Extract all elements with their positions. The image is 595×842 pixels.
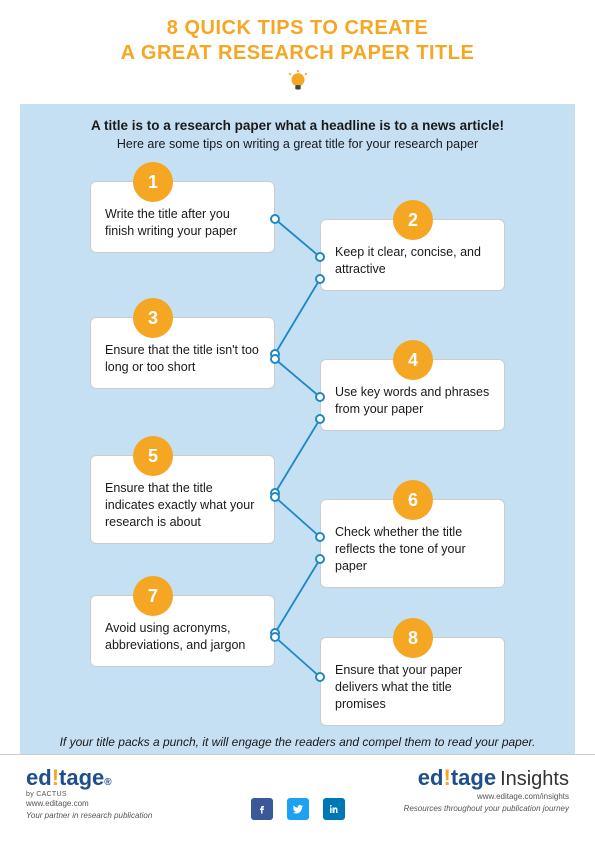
title-line-1: 8 QUICK TIPS TO CREATE <box>167 17 428 39</box>
connector-dot <box>315 252 325 262</box>
tip-box-4: 4Use key words and phrases from your pap… <box>320 359 505 431</box>
tip-box-7: 7Avoid using acronyms, abbreviations, an… <box>90 595 275 667</box>
tip-text-4: Use key words and phrases from your pape… <box>335 384 490 418</box>
tip-text-7: Avoid using acronyms, abbreviations, and… <box>105 620 260 654</box>
page-title: 8 QUICK TIPS TO CREATE A GREAT RESEARCH … <box>20 16 575 66</box>
intro-sub: Here are some tips on writing a great ti… <box>42 137 553 151</box>
connector-dot <box>315 274 325 284</box>
tip-badge-2: 2 <box>393 200 433 240</box>
facebook-icon[interactable] <box>251 798 273 820</box>
brand-right: ed!tageInsights www.editage.com/insights… <box>404 765 569 813</box>
connector-dot <box>315 672 325 682</box>
tip-text-5: Ensure that the title indicates exactly … <box>105 480 260 531</box>
social-icons <box>251 798 345 820</box>
header: 8 QUICK TIPS TO CREATE A GREAT RESEARCH … <box>0 0 595 104</box>
tip-badge-1: 1 <box>133 162 173 202</box>
tip-box-2: 2Keep it clear, concise, and attractive <box>320 219 505 291</box>
tip-text-3: Ensure that the title isn't too long or … <box>105 342 260 376</box>
tip-box-5: 5Ensure that the title indicates exactly… <box>90 455 275 544</box>
tip-box-1: 1Write the title after you finish writin… <box>90 181 275 253</box>
right-tagline: Resources throughout your publication jo… <box>404 804 569 813</box>
tips-flow: 1Write the title after you finish writin… <box>42 169 553 729</box>
right-url: www.editage.com/insights <box>477 792 569 801</box>
connector-dot <box>270 492 280 502</box>
intro-headline: A title is to a research paper what a he… <box>42 118 553 133</box>
tip-badge-7: 7 <box>133 576 173 616</box>
tip-badge-5: 5 <box>133 436 173 476</box>
connector-dot <box>270 214 280 224</box>
tip-box-3: 3Ensure that the title isn't too long or… <box>90 317 275 389</box>
left-url: www.editage.com <box>26 799 152 808</box>
title-line-2: A GREAT RESEARCH PAPER TITLE <box>121 42 475 64</box>
content-panel: A title is to a research paper what a he… <box>20 104 575 767</box>
tip-text-6: Check whether the title reflects the ton… <box>335 524 490 575</box>
closing-text: If your title packs a punch, it will eng… <box>42 735 553 749</box>
twitter-icon[interactable] <box>287 798 309 820</box>
tip-box-8: 8Ensure that your paper delivers what th… <box>320 637 505 726</box>
editage-logo: ed!tage® <box>26 765 152 791</box>
tip-badge-4: 4 <box>393 340 433 380</box>
footer: ed!tage® by CACTUS www.editage.com Your … <box>0 754 595 842</box>
brand-byline: by CACTUS <box>26 791 152 798</box>
left-tagline: Your partner in research publication <box>26 811 152 820</box>
tip-badge-6: 6 <box>393 480 433 520</box>
connector-dot <box>315 532 325 542</box>
editage-insights-logo: ed!tageInsights <box>418 765 569 791</box>
tip-badge-8: 8 <box>393 618 433 658</box>
tip-text-2: Keep it clear, concise, and attractive <box>335 244 490 278</box>
connector-dot <box>270 632 280 642</box>
tip-badge-3: 3 <box>133 298 173 338</box>
tip-text-1: Write the title after you finish writing… <box>105 206 260 240</box>
brand-left: ed!tage® by CACTUS www.editage.com Your … <box>26 765 152 820</box>
linkedin-icon[interactable] <box>323 798 345 820</box>
lightbulb-icon <box>285 70 311 96</box>
tip-text-8: Ensure that your paper delivers what the… <box>335 662 490 713</box>
connector-dot <box>315 414 325 424</box>
connector-dot <box>315 392 325 402</box>
connector-dot <box>315 554 325 564</box>
connector-dot <box>270 354 280 364</box>
tip-box-6: 6Check whether the title reflects the to… <box>320 499 505 588</box>
